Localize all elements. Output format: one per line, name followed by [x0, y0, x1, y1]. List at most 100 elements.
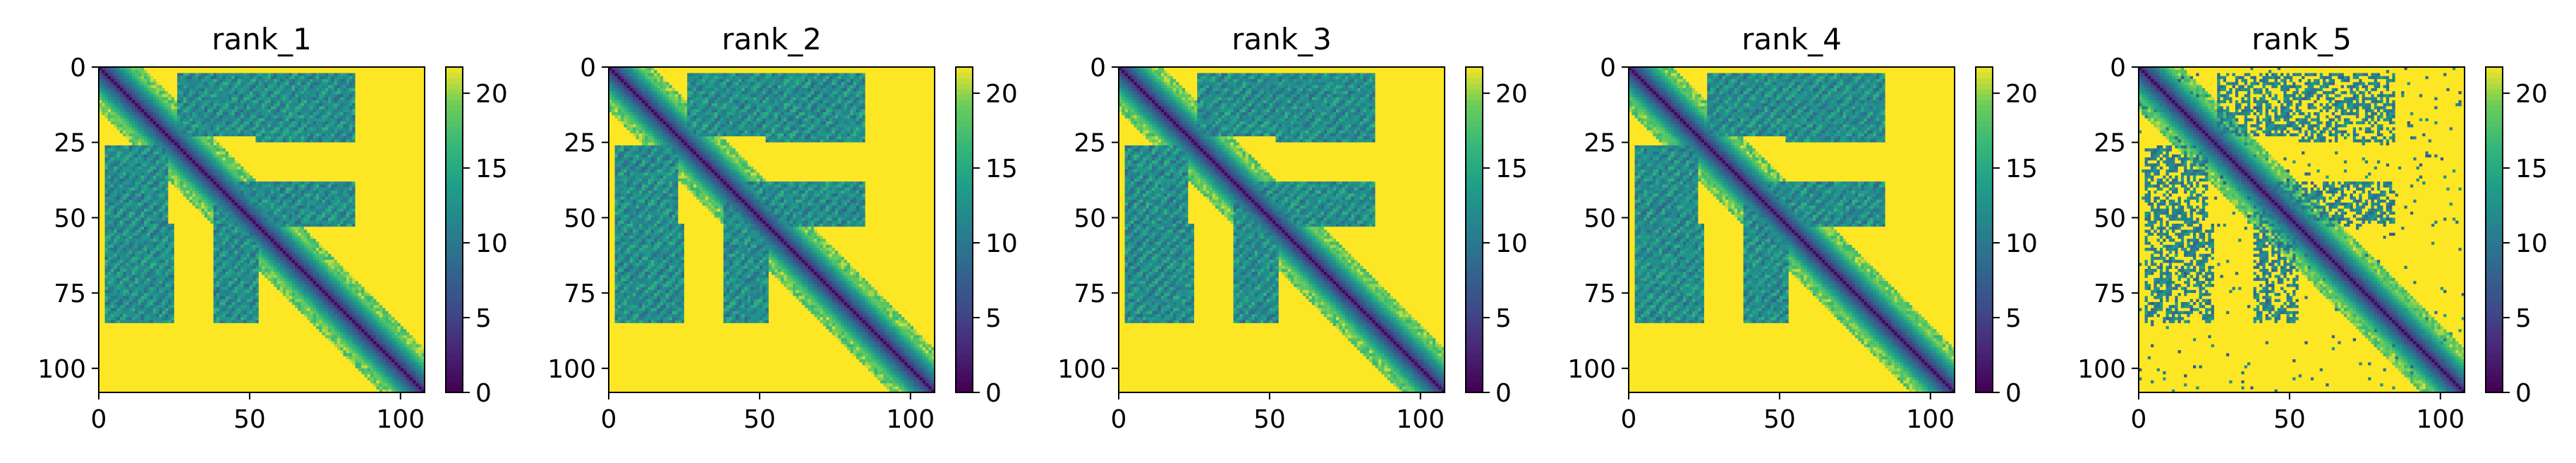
heatmap-cell	[120, 176, 123, 179]
heatmap-cell	[144, 115, 147, 119]
heatmap-cell	[105, 133, 109, 137]
heatmap-cell	[132, 79, 135, 83]
heatmap-cell	[147, 131, 150, 134]
heatmap-cell	[214, 148, 217, 152]
heatmap-cell	[150, 145, 154, 149]
heatmap-cell	[367, 167, 371, 170]
heatmap-cell	[255, 79, 259, 83]
heatmap-cell	[255, 160, 259, 164]
heatmap-cell	[189, 115, 193, 119]
heatmap-cell	[337, 181, 341, 185]
heatmap-cell	[117, 76, 121, 80]
heatmap-cell	[382, 148, 386, 152]
heatmap-cell	[259, 155, 262, 158]
heatmap-cell	[370, 94, 374, 97]
heatmap-cell	[334, 88, 338, 92]
heatmap-cell	[367, 76, 371, 80]
heatmap-cell	[198, 143, 202, 146]
heatmap-cell	[186, 106, 190, 109]
heatmap-cell	[226, 82, 229, 85]
heatmap-cell	[195, 157, 199, 161]
heatmap-cell	[382, 103, 386, 107]
heatmap-cell	[226, 176, 229, 179]
heatmap-cell	[356, 176, 359, 179]
heatmap-cell	[367, 160, 371, 164]
heatmap-cell	[132, 82, 135, 85]
heatmap-cell	[219, 169, 223, 173]
heatmap-cell	[401, 70, 404, 73]
heatmap-cell	[205, 155, 208, 158]
heatmap-cell	[334, 70, 338, 73]
heatmap-cell	[162, 91, 166, 95]
heatmap-cell	[117, 73, 121, 77]
heatmap-cell	[377, 160, 380, 164]
heatmap-cell	[114, 94, 117, 97]
heatmap-cell	[382, 121, 386, 125]
heatmap-cell	[316, 160, 320, 164]
heatmap-cell	[120, 103, 123, 107]
heatmap-cell	[364, 121, 367, 125]
heatmap-cell	[214, 136, 217, 140]
heatmap-cell	[219, 91, 223, 95]
heatmap-cell	[102, 94, 105, 97]
heatmap-cell	[253, 124, 256, 128]
heatmap-cell	[177, 97, 181, 101]
heatmap-cell	[286, 76, 289, 80]
heatmap-cell	[325, 148, 329, 152]
heatmap-cell	[231, 76, 235, 80]
heatmap-cell	[174, 176, 178, 179]
heatmap-cell	[322, 109, 326, 113]
heatmap-cell	[111, 94, 114, 97]
heatmap-cell	[117, 172, 121, 176]
heatmap-cell	[322, 133, 326, 137]
heatmap-cell	[193, 167, 196, 170]
heatmap-cell	[274, 127, 277, 131]
heatmap-cell	[108, 76, 111, 80]
heatmap-cell	[189, 124, 193, 128]
heatmap-cell	[316, 79, 320, 83]
heatmap-cell	[313, 155, 317, 158]
heatmap-cell	[144, 155, 147, 158]
heatmap-cell	[235, 79, 238, 83]
heatmap-cell	[129, 106, 133, 109]
heatmap-cell	[231, 179, 235, 182]
heatmap-cell	[310, 103, 313, 107]
heatmap-cell	[222, 91, 226, 95]
heatmap-cell	[418, 97, 422, 101]
heatmap-cell	[262, 100, 265, 104]
heatmap-cell	[377, 73, 380, 77]
heatmap-cell	[373, 155, 377, 158]
heatmap-cell	[367, 176, 371, 179]
heatmap-cell	[235, 157, 238, 161]
heatmap-cell	[255, 181, 259, 185]
heatmap-cell	[413, 112, 416, 116]
heatmap-cell	[165, 103, 169, 107]
heatmap-cell	[129, 85, 133, 89]
heatmap-cell	[243, 160, 247, 164]
heatmap-cell	[349, 97, 353, 101]
heatmap-cell	[325, 145, 329, 149]
heatmap-cell	[165, 143, 169, 146]
heatmap-cell	[413, 100, 416, 104]
heatmap-cell	[415, 157, 419, 161]
heatmap-cell	[183, 85, 187, 89]
heatmap-cell	[280, 164, 284, 167]
heatmap-cell	[132, 124, 135, 128]
heatmap-cell	[205, 131, 208, 134]
heatmap-cell	[186, 167, 190, 170]
heatmap-cell	[313, 179, 317, 182]
heatmap-cell	[141, 121, 145, 125]
heatmap-cell	[144, 124, 147, 128]
heatmap-cell	[377, 103, 380, 107]
heatmap-cell	[222, 121, 226, 125]
heatmap-cell	[265, 179, 268, 182]
heatmap-cell	[241, 124, 244, 128]
heatmap-cell	[385, 73, 389, 77]
heatmap-cell	[268, 124, 272, 128]
heatmap-cell	[241, 109, 244, 113]
heatmap-cell	[394, 70, 398, 73]
heatmap-cell	[201, 103, 205, 107]
heatmap-cell	[181, 143, 184, 146]
heatmap-cell	[123, 79, 126, 83]
heatmap-cell	[111, 145, 114, 149]
